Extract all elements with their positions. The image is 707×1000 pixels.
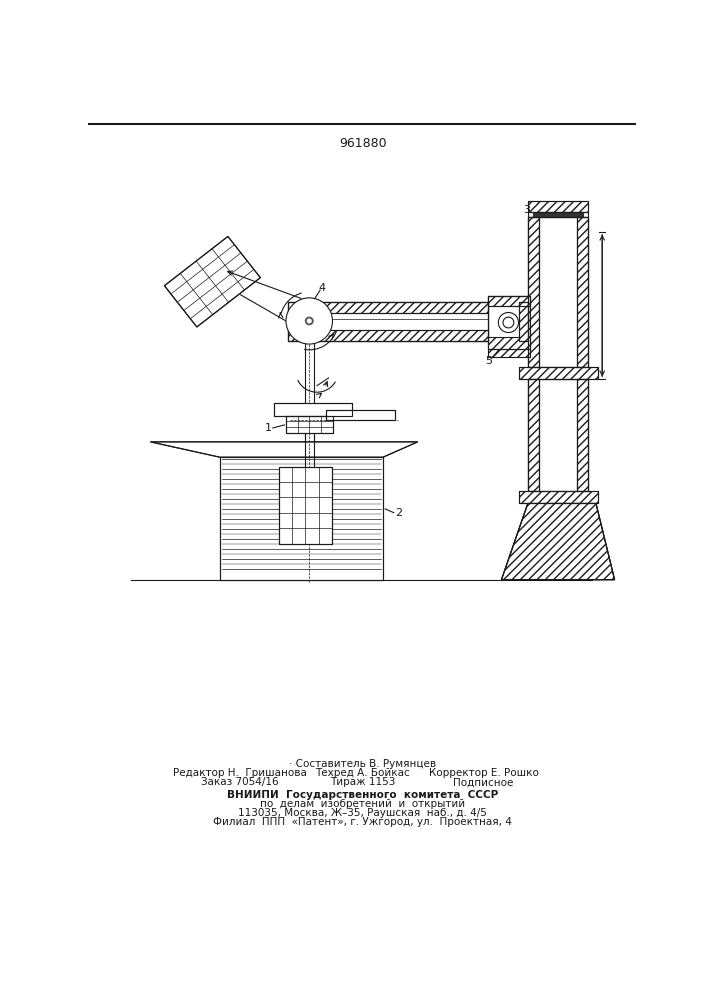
Text: · Составитель В. Румянцев: · Составитель В. Румянцев (289, 759, 436, 769)
Bar (279, 466, 332, 544)
Bar (279, 466, 332, 544)
Bar (488, 296, 530, 306)
Circle shape (305, 317, 313, 325)
Bar (220, 457, 383, 580)
Text: 1: 1 (264, 423, 271, 433)
Circle shape (308, 319, 311, 323)
Bar (528, 379, 588, 491)
Bar (313, 302, 488, 341)
Text: Филиал  ППП  «Патент», г. Ужгород, ул.  Проектная, 4: Филиал ППП «Патент», г. Ужгород, ул. Про… (214, 817, 512, 827)
Polygon shape (151, 442, 418, 457)
Text: 4: 4 (319, 283, 326, 293)
Bar (488, 296, 530, 306)
Bar (528, 379, 539, 491)
Bar (313, 302, 488, 341)
Bar (488, 296, 530, 349)
Bar (286, 416, 332, 433)
Bar (528, 379, 588, 491)
Text: Корректор Е. Рошко: Корректор Е. Рошко (428, 768, 539, 778)
Bar (288, 302, 316, 313)
Text: Техред А. Бойкас: Техред А. Бойкас (315, 768, 410, 778)
Bar (578, 217, 588, 367)
Text: Редактор Н.  Гришанова: Редактор Н. Гришанова (173, 768, 308, 778)
Bar (528, 217, 588, 367)
Bar (528, 217, 539, 367)
Circle shape (498, 312, 518, 333)
Bar (578, 379, 588, 491)
Bar (325, 410, 395, 420)
Bar (288, 302, 316, 341)
Bar (325, 410, 395, 420)
Polygon shape (501, 503, 614, 580)
Bar (220, 457, 383, 580)
Bar (313, 330, 488, 341)
Bar (488, 296, 530, 349)
Bar (288, 330, 316, 341)
Bar (528, 379, 539, 491)
Bar (518, 367, 597, 379)
Bar (313, 302, 488, 313)
Bar (274, 403, 352, 416)
Bar (533, 212, 583, 217)
Text: 2: 2 (395, 508, 402, 518)
Bar (578, 379, 588, 491)
Bar (313, 330, 488, 341)
Polygon shape (165, 236, 260, 327)
Text: 5: 5 (485, 356, 492, 366)
Circle shape (286, 298, 332, 344)
Text: 113035, Москва, Ж–35, Раушская  наб., д. 4/5: 113035, Москва, Ж–35, Раушская наб., д. … (238, 808, 487, 818)
Bar (518, 367, 597, 379)
Bar (286, 416, 332, 433)
Bar (578, 217, 588, 367)
Bar (528, 201, 588, 212)
Bar (528, 217, 539, 367)
Bar (288, 302, 316, 341)
Text: ВНИИПИ  Государственного  комитета  СССР: ВНИИПИ Государственного комитета СССР (227, 790, 498, 800)
Bar (518, 491, 597, 503)
Text: Тираж 1153: Тираж 1153 (330, 777, 395, 787)
Bar (528, 201, 588, 212)
Bar (288, 330, 316, 341)
Bar (518, 302, 528, 341)
Bar (488, 337, 530, 349)
Circle shape (503, 317, 514, 328)
Bar (528, 212, 588, 217)
Text: Подписное: Подписное (453, 777, 514, 787)
Text: по  делам  изобретений  и  открытий: по делам изобретений и открытий (260, 799, 465, 809)
Text: 961880: 961880 (339, 137, 387, 150)
Bar (518, 302, 528, 341)
Bar (528, 217, 588, 367)
Bar (288, 302, 316, 313)
Bar (518, 491, 597, 503)
Text: 3: 3 (523, 205, 530, 215)
Bar (274, 403, 352, 416)
Bar (488, 349, 530, 357)
Bar (313, 302, 488, 313)
Text: Заказ 7054/16: Заказ 7054/16 (201, 777, 279, 787)
